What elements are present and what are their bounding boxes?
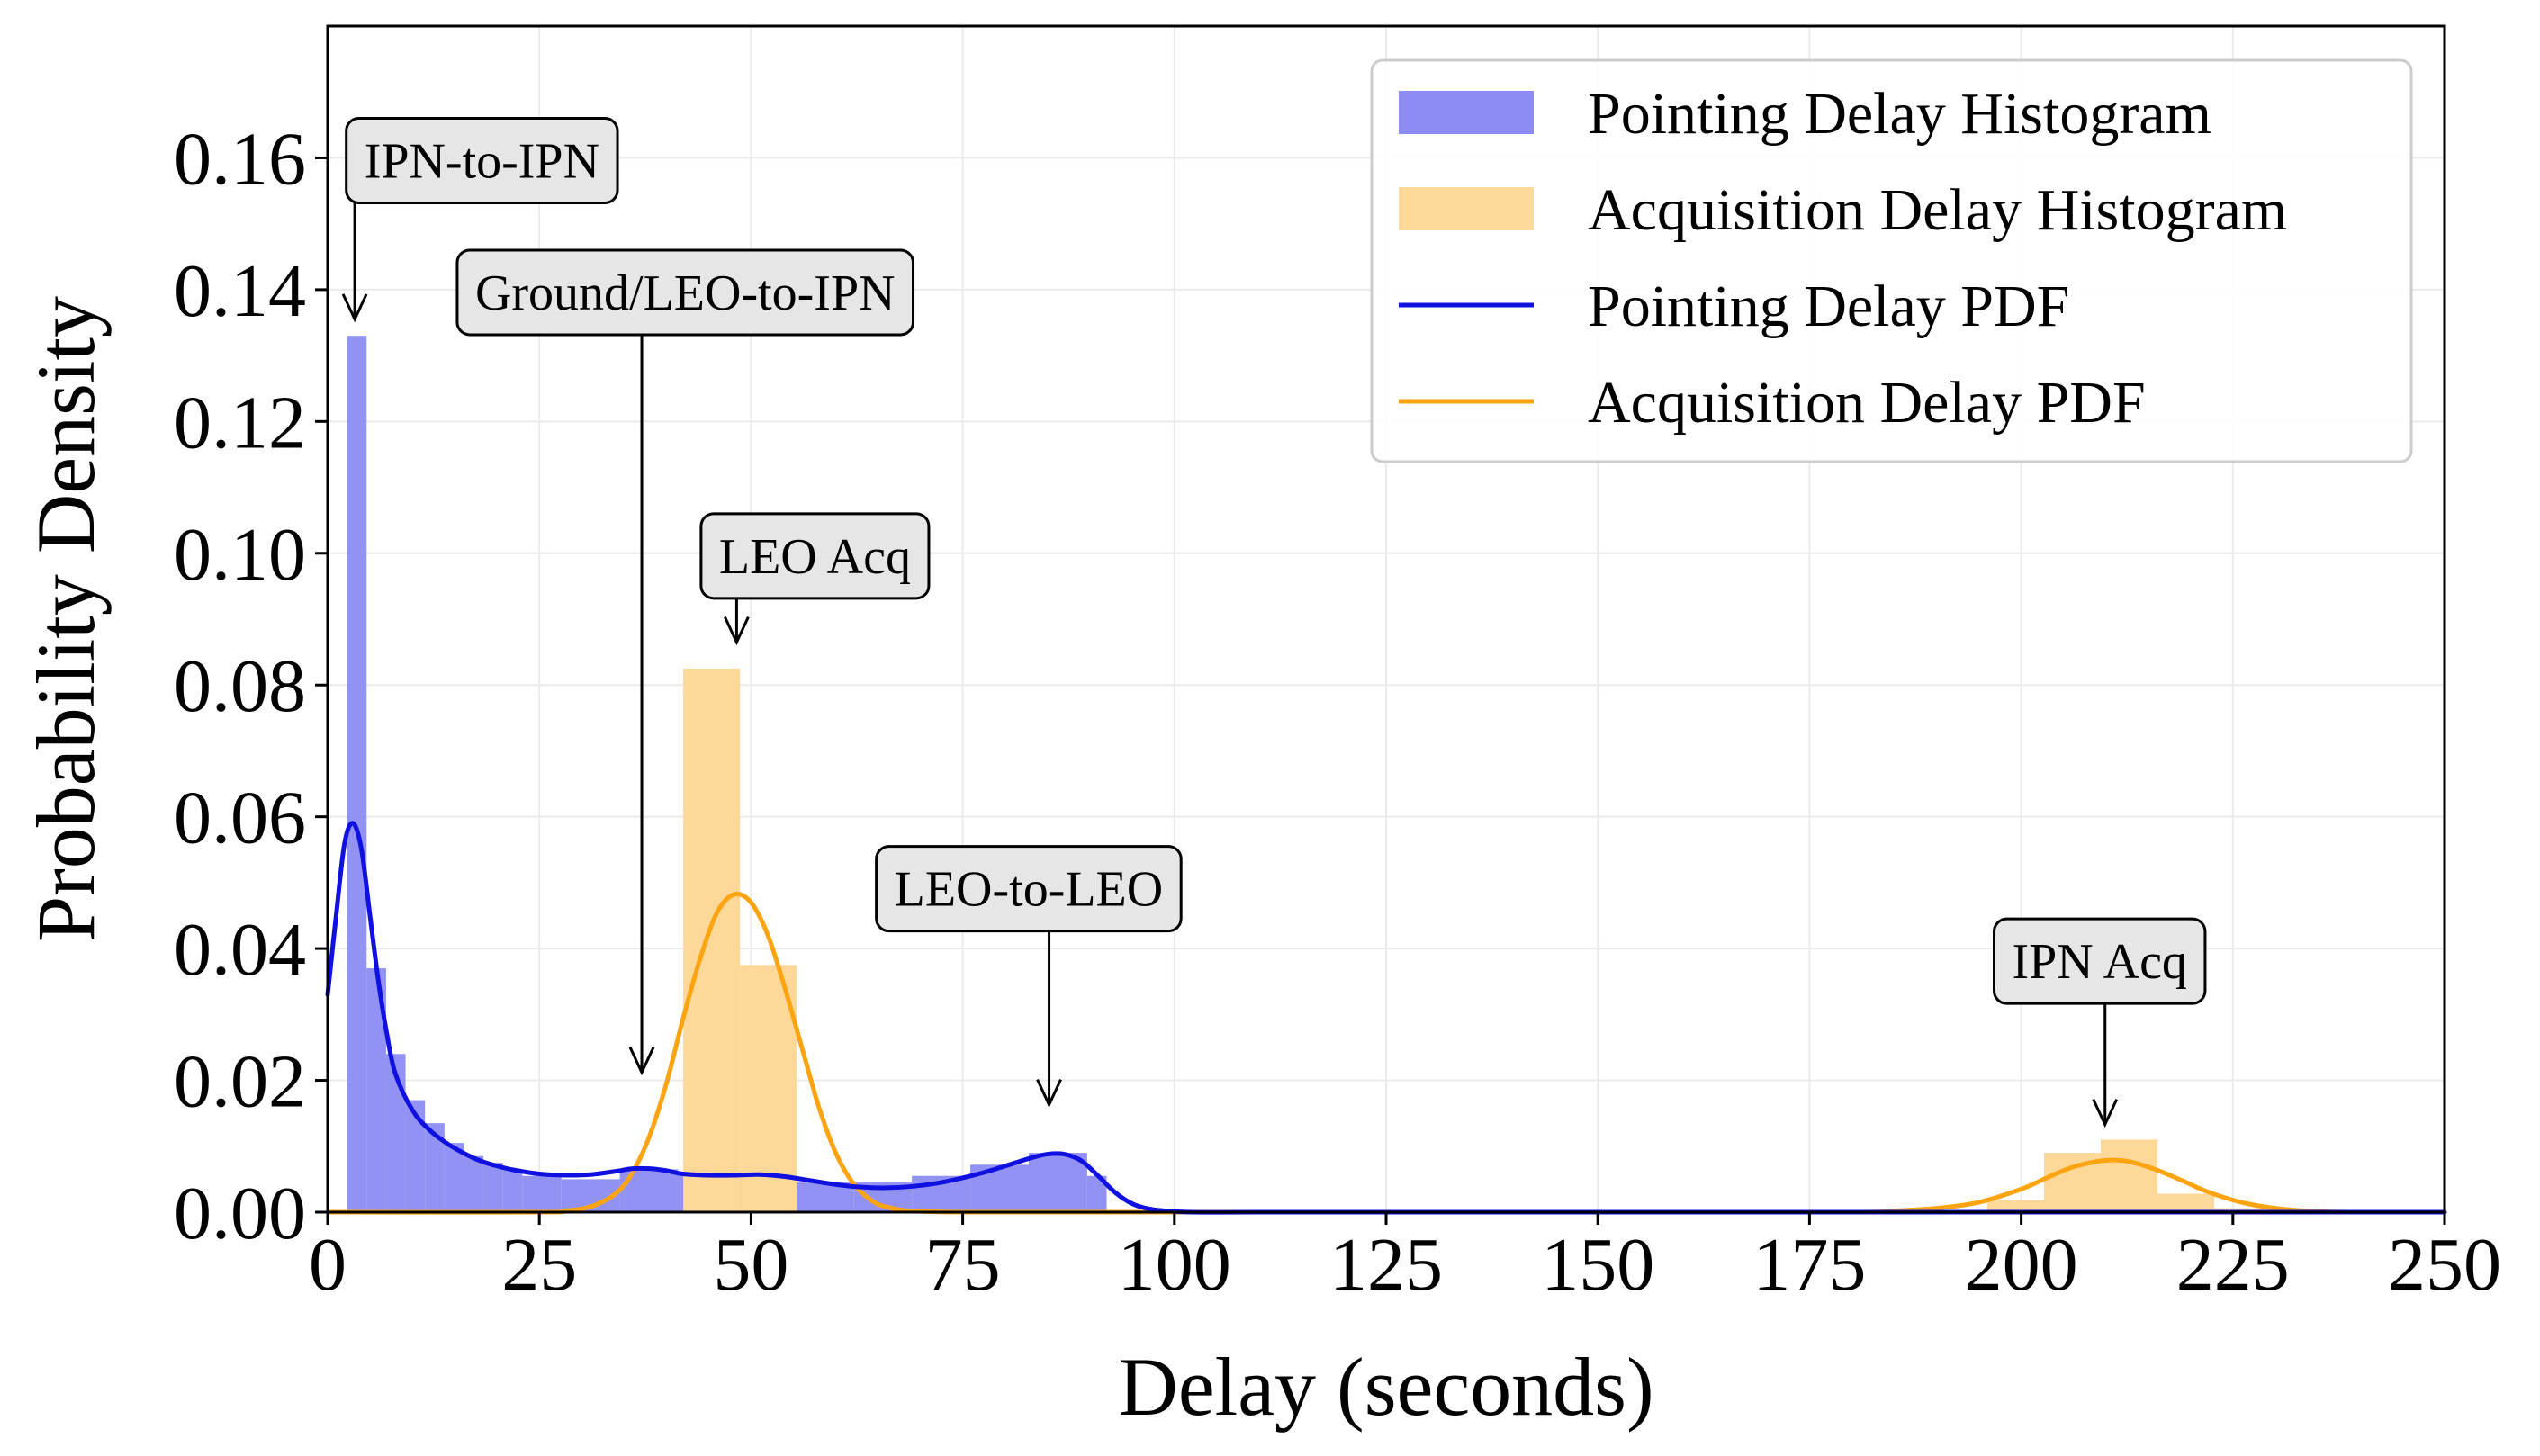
legend-entry: Pointing Delay PDF bbox=[1399, 274, 2069, 339]
y-tick-label: 0.16 bbox=[174, 117, 306, 201]
y-tick-label: 0.00 bbox=[174, 1172, 306, 1255]
y-tick-label: 0.02 bbox=[174, 1040, 306, 1124]
legend-swatch bbox=[1399, 187, 1534, 230]
axis-ticks bbox=[315, 156, 2446, 1225]
x-tick-label: 150 bbox=[1541, 1223, 1654, 1307]
annotations: IPN-to-IPN Ground/LEO-to-IPN LEO Acq LEO-to… bbox=[341, 117, 2207, 1128]
y-tick-label: 0.10 bbox=[174, 513, 306, 597]
annotation-arrowhead bbox=[1036, 1079, 1062, 1109]
annotation-box bbox=[345, 117, 619, 205]
annotation: Ground/LEO-to-IPN bbox=[455, 248, 915, 1076]
x-tick-label: 0 bbox=[309, 1223, 347, 1307]
acquisition-histogram-bar bbox=[740, 965, 797, 1212]
pointing-histogram-bar bbox=[502, 1169, 523, 1212]
pointing-histogram-bar bbox=[1028, 1153, 1087, 1212]
legend-entry: Acquisition Delay PDF bbox=[1399, 370, 2146, 436]
acquisition-histogram-bar bbox=[2101, 1139, 2158, 1212]
x-tick-label: 75 bbox=[925, 1223, 1001, 1307]
legend-label: Acquisition Delay Histogram bbox=[1588, 177, 2287, 243]
legend-entry: Pointing Delay Histogram bbox=[1399, 81, 2211, 147]
legend-label: Acquisition Delay PDF bbox=[1588, 370, 2146, 436]
pointing-histogram-bar bbox=[522, 1175, 562, 1212]
x-axis-title: Delay (seconds) bbox=[1118, 1341, 1653, 1433]
annotation-arrowhead bbox=[341, 293, 368, 323]
acquisition-histogram-bar bbox=[683, 668, 741, 1212]
y-axis-title: Probability Density bbox=[20, 296, 112, 942]
annotation-label: LEO-to-LEO bbox=[895, 862, 1164, 918]
annotation-box bbox=[1992, 917, 2207, 1005]
pointing-histogram-bar bbox=[385, 1054, 406, 1212]
annotation: LEO-to-LEO bbox=[875, 845, 1183, 1109]
legend-frame bbox=[1370, 58, 2413, 463]
annotation: LEO Acq bbox=[699, 512, 931, 646]
pointing-histogram-bar bbox=[1086, 1175, 1107, 1212]
annotation-label: IPN-to-IPN bbox=[365, 134, 599, 190]
x-tick-label: 250 bbox=[2388, 1223, 2501, 1307]
annotation-box bbox=[455, 248, 915, 337]
x-tick-label: 25 bbox=[501, 1223, 577, 1307]
pointing-histogram-bar bbox=[464, 1155, 484, 1212]
pointing-histogram-bar bbox=[425, 1123, 445, 1212]
pointing-histogram-bar bbox=[405, 1100, 426, 1212]
tick-labels: 0 25 50 75 100 125 150 175 200 225 250 0.00 0.02 0.04… bbox=[174, 117, 2501, 1307]
y-tick-label: 0.06 bbox=[174, 777, 306, 860]
legend: Pointing Delay Histogram Acquisition Dela… bbox=[1370, 58, 2413, 463]
pointing-histogram-bar bbox=[366, 968, 386, 1212]
annotation-arrowhead bbox=[2092, 1098, 2119, 1128]
annotation-label: LEO Acq bbox=[719, 529, 911, 585]
acquisition-histogram-bar bbox=[1986, 1200, 2045, 1212]
legend-label: Pointing Delay PDF bbox=[1588, 274, 2069, 339]
y-tick-label: 0.12 bbox=[174, 381, 306, 464]
annotation-arrowhead bbox=[628, 1047, 655, 1076]
legend-swatch bbox=[1399, 91, 1534, 134]
acquisition-histogram-bar bbox=[2157, 1193, 2215, 1212]
pointing-histogram-bar bbox=[483, 1163, 503, 1212]
x-tick-label: 100 bbox=[1118, 1223, 1231, 1307]
annotation-box bbox=[699, 512, 931, 600]
annotation: IPN-to-IPN bbox=[341, 117, 619, 323]
y-tick-label: 0.04 bbox=[174, 908, 306, 992]
y-tick-label: 0.08 bbox=[174, 644, 306, 728]
annotation: IPN Acq bbox=[1992, 917, 2207, 1128]
x-tick-label: 125 bbox=[1329, 1223, 1443, 1307]
x-tick-label: 225 bbox=[2176, 1223, 2290, 1307]
y-tick-label: 0.14 bbox=[174, 249, 306, 333]
x-tick-label: 175 bbox=[1752, 1223, 1866, 1307]
legend-label: Pointing Delay Histogram bbox=[1588, 81, 2211, 147]
annotation-label: IPN Acq bbox=[2012, 934, 2186, 990]
annotation-label: Ground/LEO-to-IPN bbox=[475, 265, 896, 321]
x-tick-label: 200 bbox=[1965, 1223, 2078, 1307]
annotation-box bbox=[875, 845, 1183, 933]
annotation-arrowhead bbox=[724, 616, 750, 646]
pointing-histogram-bar bbox=[444, 1143, 464, 1212]
x-tick-label: 50 bbox=[713, 1223, 788, 1307]
legend-entry: Acquisition Delay Histogram bbox=[1399, 177, 2287, 243]
pointing-histogram-bar bbox=[347, 336, 367, 1213]
